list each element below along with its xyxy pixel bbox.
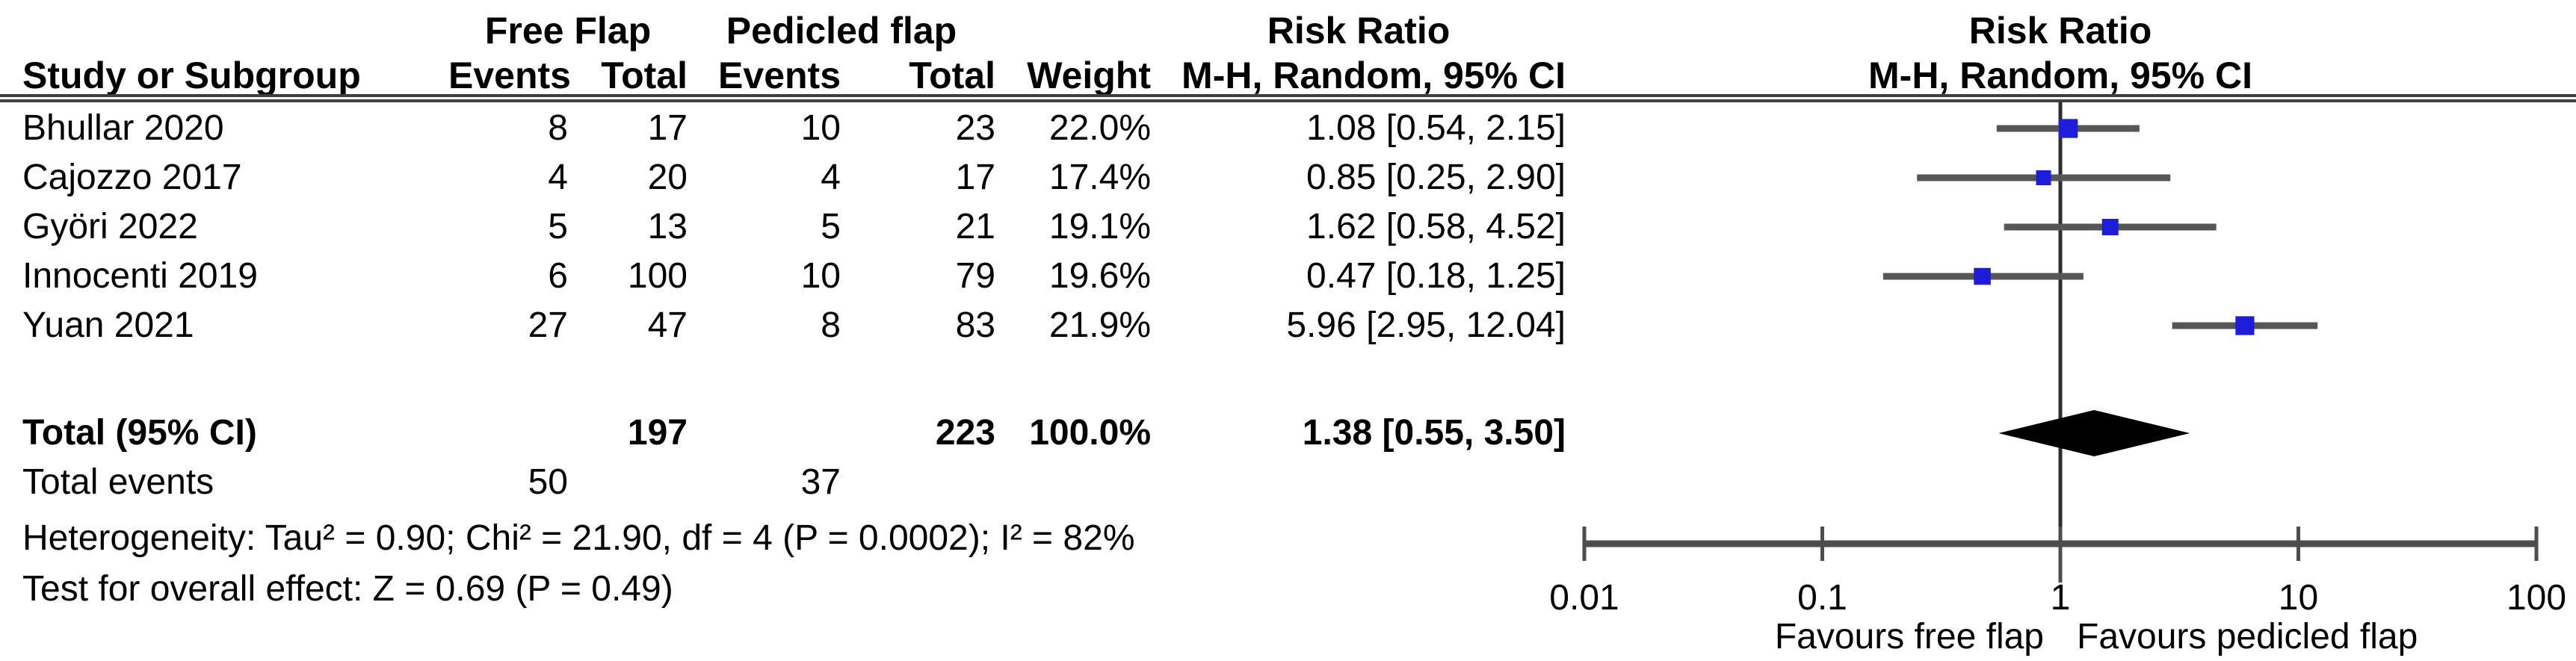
column-header-events-free: Events bbox=[448, 55, 571, 96]
heterogeneity-text: Heterogeneity: Tau² = 0.90; Chi² = 21.90… bbox=[22, 518, 1135, 558]
ci-value: 0.85 [0.25, 2.90] bbox=[1306, 158, 1566, 197]
group-header-risk-ratio-plot: Risk Ratio bbox=[1968, 10, 2152, 52]
total-pedicled: 79 bbox=[955, 256, 995, 296]
table-row: Innocenti 2019 6 100 10 79 19.6% 0.47 [0… bbox=[0, 252, 1566, 301]
effect-square bbox=[2101, 219, 2119, 235]
table-row: Györi 2022 5 13 5 21 19.1% 1.62 [0.58, 4… bbox=[0, 202, 1566, 252]
total-pedicled: 23 bbox=[955, 108, 995, 148]
total-pedicled: 83 bbox=[955, 305, 995, 345]
total-free: 17 bbox=[647, 108, 688, 148]
total-n-pedicled: 223 bbox=[935, 413, 995, 453]
total-n-free: 197 bbox=[627, 413, 688, 453]
spacer bbox=[568, 458, 688, 507]
group-header-pedicled-flap: Pedicled flap bbox=[726, 10, 957, 52]
total-pedicled: 17 bbox=[955, 158, 995, 197]
ci-value: 1.62 [0.58, 4.52] bbox=[1306, 207, 1566, 246]
column-header-events-pedicled: Events bbox=[718, 55, 841, 96]
study-name: Innocenti 2019 bbox=[22, 256, 258, 296]
table-row: Cajozzo 2017 4 20 4 17 17.4% 0.85 [0.25,… bbox=[0, 153, 1566, 202]
column-header-total-free: Total bbox=[601, 55, 688, 96]
total-events-label: Total events bbox=[22, 462, 214, 502]
x-axis-tick-label: 100 bbox=[2506, 578, 2566, 618]
total-events-pedicled-blank bbox=[688, 409, 841, 458]
effect-square bbox=[2036, 170, 2051, 186]
events-pedicled: 10 bbox=[800, 108, 841, 148]
total-events-row: Total events 50 37 bbox=[0, 458, 841, 507]
events-pedicled: 8 bbox=[821, 305, 841, 345]
column-header-weight: Weight bbox=[1027, 55, 1151, 96]
effect-square bbox=[2235, 316, 2255, 335]
total-events-free-blank bbox=[448, 409, 568, 458]
effect-square bbox=[1974, 267, 1991, 285]
total-free: 100 bbox=[627, 256, 688, 296]
table-row: Bhullar 2020 8 17 10 23 22.0% 1.08 [0.54… bbox=[0, 104, 1566, 153]
total-row: Total (95% CI) 197 223 100.0% 1.38 [0.55… bbox=[0, 409, 1566, 458]
events-free: 8 bbox=[548, 108, 568, 148]
total-diamond bbox=[1998, 410, 2190, 456]
total-weight: 100.0% bbox=[1029, 413, 1151, 453]
ci-value: 5.96 [2.95, 12.04] bbox=[1286, 305, 1566, 345]
events-pedicled: 5 bbox=[821, 207, 841, 246]
x-axis-tick-label: 10 bbox=[2279, 578, 2318, 618]
total-events-free: 50 bbox=[528, 462, 568, 502]
events-free: 27 bbox=[528, 305, 568, 345]
x-axis-tick-label: 0.01 bbox=[1549, 578, 1619, 618]
study-name: Györi 2022 bbox=[22, 207, 198, 246]
table-row: Yuan 2021 27 47 8 83 21.9% 5.96 [2.95, 1… bbox=[0, 301, 1566, 350]
events-free: 6 bbox=[548, 256, 568, 296]
column-header-ci-plot: M-H, Random, 95% CI bbox=[1868, 55, 2252, 96]
total-free: 20 bbox=[647, 158, 688, 197]
x-axis-tick-label: 1 bbox=[2051, 578, 2071, 618]
group-header-risk-ratio-text: Risk Ratio bbox=[1267, 10, 1451, 52]
weight-value: 21.9% bbox=[1048, 305, 1151, 345]
column-header-row: Study or Subgroup Events Total Events To… bbox=[0, 54, 1566, 97]
study-name: Yuan 2021 bbox=[22, 305, 194, 345]
study-name: Bhullar 2020 bbox=[22, 108, 224, 148]
ci-value: 1.08 [0.54, 2.15] bbox=[1306, 108, 1566, 148]
events-pedicled: 10 bbox=[800, 256, 841, 296]
total-ci: 1.38 [0.55, 3.50] bbox=[1302, 413, 1566, 453]
overall-effect-text: Test for overall effect: Z = 0.69 (P = 0… bbox=[22, 569, 673, 609]
effect-square bbox=[2058, 119, 2078, 138]
events-pedicled: 4 bbox=[821, 158, 841, 197]
total-pedicled: 21 bbox=[955, 207, 995, 246]
ci-value: 0.47 [0.18, 1.25] bbox=[1306, 256, 1566, 296]
weight-value: 17.4% bbox=[1048, 158, 1151, 197]
weight-value: 19.1% bbox=[1048, 207, 1151, 246]
total-free: 47 bbox=[647, 305, 688, 345]
header-divider-rule bbox=[0, 94, 2576, 102]
group-header-free-flap: Free Flap bbox=[484, 10, 652, 52]
events-free: 5 bbox=[548, 207, 568, 246]
favours-right-label: Favours pedicled flap bbox=[2077, 617, 2418, 657]
x-axis-tick-label: 0.1 bbox=[1797, 578, 1847, 618]
study-name: Cajozzo 2017 bbox=[22, 158, 242, 197]
events-free: 4 bbox=[548, 158, 568, 197]
weight-value: 19.6% bbox=[1048, 256, 1151, 296]
total-label: Total (95% CI) bbox=[22, 413, 257, 453]
favours-left-label: Favours free flap bbox=[1775, 617, 2044, 657]
total-free: 13 bbox=[647, 207, 688, 246]
column-header-study: Study or Subgroup bbox=[22, 55, 361, 96]
column-header-ci: M-H, Random, 95% CI bbox=[1182, 55, 1566, 96]
column-header-total-pedicled: Total bbox=[909, 55, 995, 96]
total-events-pedicled: 37 bbox=[800, 462, 841, 502]
weight-value: 22.0% bbox=[1048, 108, 1151, 148]
